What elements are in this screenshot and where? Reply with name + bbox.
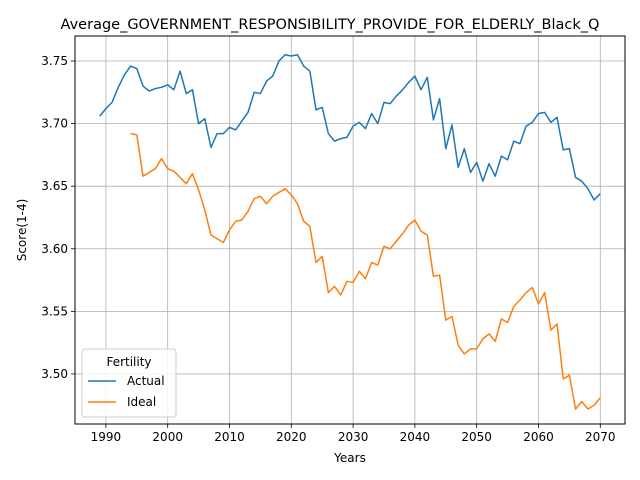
y-tick-label: 3.70 (41, 117, 68, 131)
x-tick-label: 2010 (214, 430, 245, 444)
y-tick-label: 3.50 (41, 367, 68, 381)
series-layer (99, 54, 601, 410)
plot-frame (74, 35, 626, 425)
series-line-actual (99, 54, 601, 201)
x-tick-label: 2000 (152, 430, 183, 444)
y-tick-label: 3.65 (41, 179, 68, 193)
x-axis-label: Years (333, 451, 366, 465)
tick-layer: 1990 2000 2010 2020 2030 2040 2050 2060 2070 3.50… (41, 54, 615, 444)
x-tick-label: 2050 (461, 430, 492, 444)
x-tick-label: 2040 (400, 430, 431, 444)
y-tick-label: 3.60 (41, 242, 68, 256)
x-tick-label: 2030 (338, 430, 369, 444)
legend-label-actual: Actual (127, 374, 165, 388)
legend-title: Fertility (106, 355, 151, 369)
legend-box (81, 348, 177, 418)
chart-title: Average_GOVERNMENT_RESPONSIBILITY_PROVID… (61, 17, 600, 33)
series-line-ideal (130, 132, 601, 410)
grid-layer (75, 36, 625, 424)
x-tick-label: 1990 (91, 430, 122, 444)
legend-label-ideal: Ideal (127, 395, 156, 409)
x-tick-label: 2060 (523, 430, 554, 444)
y-tick-label: 3.55 (41, 304, 68, 318)
x-tick-label: 2020 (276, 430, 307, 444)
y-tick-label: 3.75 (41, 54, 68, 68)
x-tick-label: 2070 (585, 430, 616, 444)
legend: Fertility Actual Ideal (81, 348, 177, 418)
y-axis-label: Score(1-4) (15, 199, 29, 262)
